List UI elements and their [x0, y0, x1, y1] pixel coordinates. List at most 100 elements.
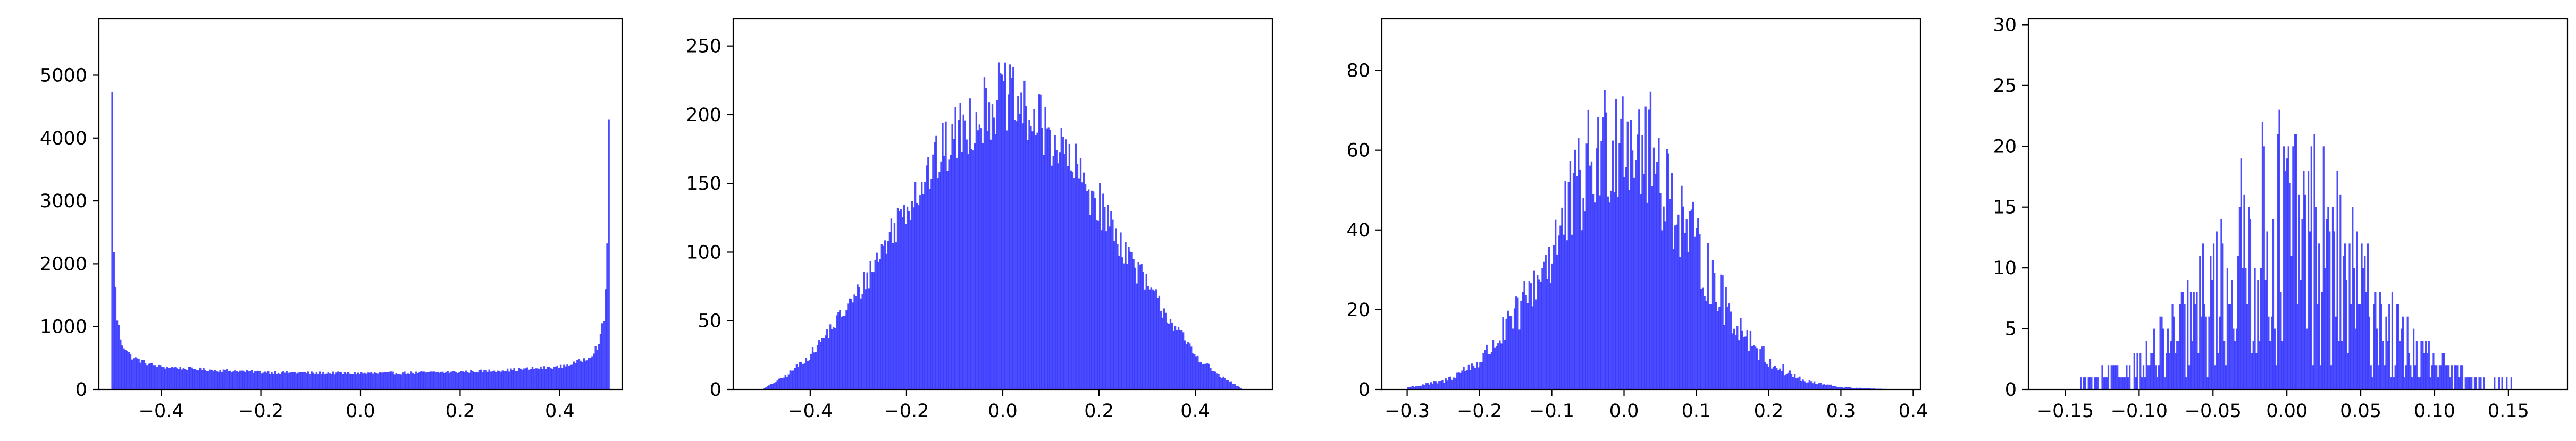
histogram-bar — [842, 316, 844, 389]
histogram-bar — [1813, 381, 1816, 389]
histogram-bar — [2118, 377, 2120, 389]
histogram-bar — [954, 107, 956, 390]
histogram-bar — [1232, 384, 1234, 389]
histogram-bar — [1410, 386, 1413, 389]
histogram-bar — [2394, 365, 2396, 389]
histogram-bar — [354, 372, 356, 389]
histogram-bar — [1802, 379, 1804, 389]
histogram-bar — [447, 371, 449, 389]
histogram-bar — [776, 380, 778, 389]
y-tick-label: 80 — [1346, 61, 1370, 82]
histogram-bar — [865, 289, 867, 389]
histogram-bar — [2306, 328, 2308, 389]
histogram-bar — [797, 367, 800, 389]
histogram-bar — [379, 372, 381, 389]
histogram-bar — [565, 366, 567, 389]
histogram-bar — [154, 365, 157, 389]
y-tick-label: 5000 — [40, 65, 87, 86]
histogram-bar — [970, 149, 972, 389]
histogram-bar — [1635, 160, 1637, 389]
histogram-bar — [2106, 377, 2108, 389]
histogram-bar — [2379, 292, 2381, 389]
histogram-bar — [495, 372, 497, 389]
histogram-bar — [2127, 377, 2129, 389]
histogram-bar — [1602, 117, 1604, 390]
histogram-bar — [563, 364, 565, 389]
histogram-bar — [2260, 268, 2262, 389]
histogram-bar — [1679, 257, 1681, 389]
histogram-bar — [1083, 172, 1085, 389]
histogram-bar — [485, 370, 487, 389]
histogram-bar — [1549, 283, 1552, 389]
histogram-bar — [2406, 316, 2409, 389]
y-tick-label: 150 — [686, 173, 721, 194]
histogram-bar — [857, 284, 859, 389]
histogram-bar — [1815, 383, 1817, 389]
histogram-bar — [478, 370, 481, 389]
histogram-bar — [2117, 365, 2119, 389]
histogram-bar — [2319, 365, 2322, 389]
histogram-bars — [111, 92, 610, 390]
histogram-bar — [242, 370, 245, 389]
x-tick-label: 0.05 — [2340, 401, 2381, 422]
histogram-bar — [1033, 109, 1035, 390]
histogram-bar — [2101, 365, 2103, 389]
histogram-bar — [410, 371, 413, 389]
histogram-bar — [2246, 304, 2248, 389]
histogram-bar — [906, 206, 909, 389]
histogram-bar — [1214, 371, 1216, 389]
histogram-bar — [2238, 207, 2241, 389]
histogram-bar — [1569, 161, 1572, 389]
histogram-bar — [2112, 365, 2114, 389]
histogram-bar — [792, 370, 794, 389]
histogram-bar — [1797, 377, 1799, 389]
histogram-bar — [490, 371, 492, 389]
histogram-bar — [1478, 367, 1480, 389]
histogram-bar — [488, 369, 490, 389]
histogram-bar — [1628, 190, 1631, 389]
histogram-bar — [837, 312, 840, 389]
histogram-bar — [940, 161, 942, 389]
histogram-bar — [1697, 218, 1699, 389]
histogram-bar — [1125, 242, 1127, 389]
histogram-bar — [1663, 206, 1665, 389]
histogram-bar — [989, 139, 992, 389]
histogram-bar — [300, 372, 303, 389]
histogram-bar — [116, 320, 119, 389]
histogram-bar — [1790, 373, 1793, 389]
histogram-bar — [606, 243, 608, 389]
histogram-bar — [1049, 130, 1051, 389]
histogram-bar — [343, 372, 346, 389]
histogram-bar — [1148, 289, 1151, 389]
histogram-bar — [1869, 388, 1872, 389]
histogram-bar — [136, 358, 138, 389]
histogram-bar — [784, 375, 786, 389]
histogram-bar — [149, 363, 152, 389]
histogram-bar — [2139, 353, 2142, 389]
histogram-bar — [2094, 377, 2096, 389]
histogram-bar — [2461, 365, 2464, 389]
histogram-bar — [1743, 337, 1745, 389]
histogram-bar — [1493, 347, 1496, 389]
histogram-bar — [1599, 195, 1601, 389]
histogram-bar — [1867, 388, 1870, 389]
histogram-bar — [1415, 386, 1417, 389]
histogram-bar — [810, 353, 812, 389]
histogram-bar — [2426, 353, 2429, 389]
histogram-bar — [1433, 381, 1436, 389]
histogram-bar — [898, 211, 901, 389]
histogram-bar — [863, 272, 865, 389]
histogram-bar — [541, 369, 543, 389]
histogram-bar — [1155, 289, 1157, 389]
histogram-bar — [365, 373, 367, 389]
histogram-bar — [2385, 316, 2387, 389]
histogram-bar — [1177, 327, 1180, 389]
histogram-bar — [1597, 117, 1599, 389]
histogram-bar — [573, 361, 575, 389]
histogram-bar — [1696, 228, 1698, 389]
histogram-bar — [1060, 128, 1062, 389]
histogram-bar — [1789, 370, 1791, 389]
histogram-bar — [2275, 365, 2277, 389]
histogram-bar — [297, 372, 299, 389]
histogram-bar — [397, 374, 399, 389]
